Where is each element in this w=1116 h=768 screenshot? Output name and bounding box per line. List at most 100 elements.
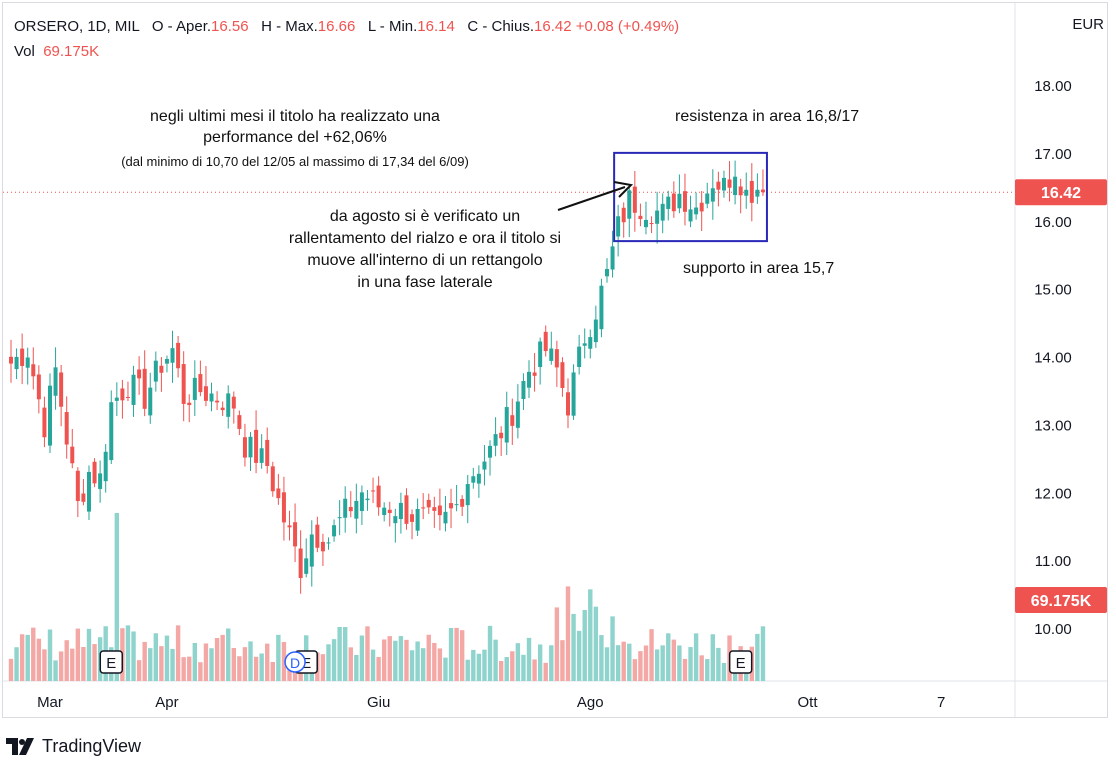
tradingview-brand[interactable]: TradingView: [6, 736, 141, 757]
y-tick-label: 17.00: [1034, 146, 1072, 163]
volume-bar: [343, 627, 348, 681]
volume-bar: [326, 644, 331, 681]
candle-body: [9, 356, 13, 364]
volume-bar: [543, 662, 548, 681]
candle-body: [42, 407, 47, 438]
volume-bar: [593, 606, 599, 681]
candle-body: [504, 407, 509, 443]
volume-bar: [64, 640, 69, 681]
volume-bar: [482, 649, 487, 681]
candle-body: [242, 437, 247, 458]
candle-body: [677, 193, 682, 209]
candle-body: [471, 476, 476, 483]
candle-body: [527, 371, 532, 388]
candle-body: [437, 505, 442, 516]
candle-body: [566, 392, 570, 416]
candle-body: [176, 342, 181, 369]
consolidation-rectangle[interactable]: [613, 151, 768, 243]
candle-body: [164, 358, 169, 364]
candle-body: [716, 181, 721, 190]
volume-bar: [515, 643, 521, 681]
candle-body: [499, 432, 504, 439]
candle-body: [64, 412, 69, 445]
volume-bar: [281, 641, 287, 681]
candle-body: [304, 558, 309, 574]
low-value: 16.14: [417, 18, 455, 35]
volume-bar: [114, 513, 120, 681]
candle-body: [47, 385, 52, 446]
candle-body: [53, 367, 58, 396]
candle-body: [582, 343, 587, 346]
volume-bar: [159, 646, 164, 681]
candle-body: [727, 179, 732, 188]
candle-body: [538, 341, 543, 368]
candle-body: [571, 372, 576, 416]
candle-body: [354, 500, 359, 519]
candle-body: [309, 534, 314, 567]
last-price-badge: [1015, 179, 1107, 206]
volume-bar: [493, 639, 498, 681]
volume-bar: [181, 657, 186, 681]
volume-bar: [359, 635, 365, 681]
y-tick-label: 10.00: [1034, 621, 1072, 638]
candle-body: [421, 507, 426, 509]
dividend-marker[interactable]: [284, 651, 306, 673]
volume-bar: [253, 656, 259, 681]
candle-body: [488, 445, 493, 458]
candle-body: [449, 503, 454, 509]
high-value: 16.66: [317, 18, 356, 35]
candle-body: [203, 386, 208, 401]
volume-bar: [604, 647, 610, 681]
candle-body: [532, 372, 537, 376]
candle-body: [148, 387, 153, 416]
volume-label: Vol: [14, 43, 35, 60]
candle-body: [376, 485, 381, 508]
volume-bar: [448, 627, 454, 681]
volume-bar: [432, 642, 437, 681]
candle-body: [20, 348, 25, 366]
volume-bar: [487, 625, 493, 681]
volume-bar: [621, 641, 626, 681]
volume-bar: [187, 656, 192, 681]
candle-body: [599, 285, 604, 330]
candle-body: [410, 514, 415, 522]
candle-body: [744, 189, 749, 196]
volume-bar: [331, 639, 337, 681]
volume-bar: [365, 626, 370, 681]
candle-body: [187, 402, 192, 406]
candle-body: [755, 189, 760, 197]
volume-bar: [716, 647, 721, 681]
volume-bar: [164, 635, 170, 681]
volume-bar: [209, 648, 214, 681]
volume-bar: [521, 654, 526, 681]
volume-bar: [214, 638, 220, 681]
volume-bar: [231, 647, 236, 681]
earnings-marker[interactable]: [728, 650, 753, 674]
candle-body: [70, 446, 75, 464]
volume-bar: [381, 639, 387, 681]
chart-canvas[interactable]: 18.00 17.00 16.00 15.00 14.00 13.00 12.00 11.00…: [3, 3, 1107, 717]
volume-bar: [175, 625, 181, 681]
candle-body: [92, 461, 97, 484]
candle-body: [560, 362, 565, 388]
candle-body: [192, 377, 197, 400]
candle-body: [387, 509, 392, 514]
volume-bar: [203, 643, 209, 681]
close-value: 16.42: [534, 18, 572, 35]
annotation-arrow-line: [557, 186, 626, 211]
volume-bar: [443, 657, 448, 681]
x-tick-label: Ago: [577, 694, 604, 711]
candle-body: [510, 415, 515, 426]
x-tick-label: Giu: [367, 694, 390, 711]
earnings-marker[interactable]: [99, 650, 124, 674]
candle-body: [265, 439, 270, 466]
last-price-badge-label: 16.42: [1041, 185, 1081, 202]
x-tick-label: Mar: [37, 694, 63, 711]
candle-body: [705, 193, 710, 204]
volume-bar: [682, 658, 688, 681]
candle-body: [682, 191, 687, 212]
volume-bar: [632, 659, 638, 681]
volume-bar: [671, 639, 677, 681]
volume-bar: [148, 648, 153, 681]
volume-bar: [248, 641, 253, 681]
